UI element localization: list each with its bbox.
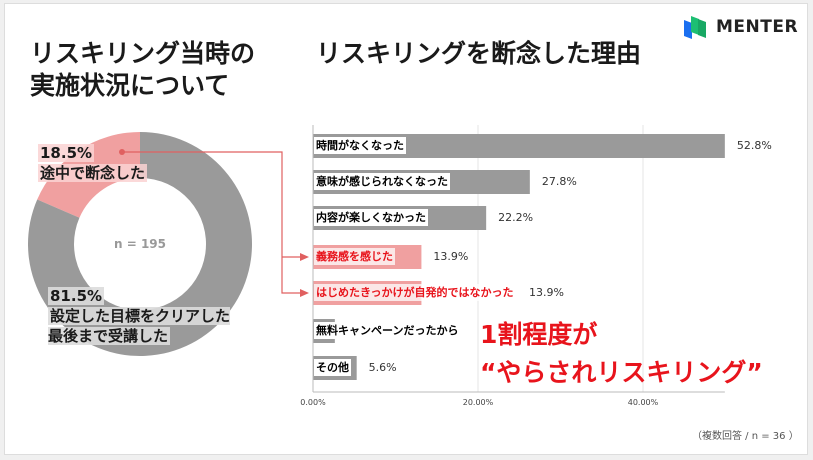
- bar-category-label: 時間がなくなった: [314, 137, 406, 154]
- bar-category-label: 無料キャンペーンだったから: [314, 322, 461, 339]
- connector-line: [122, 151, 300, 294]
- arrow-icon: [300, 253, 309, 261]
- bar-category-label: 義務感を感じた: [314, 248, 395, 265]
- donut-title: リスキリング当時の 実施状況について: [30, 39, 256, 100]
- slice-text: 設定した目標をクリアした 最後まで受講した: [48, 307, 231, 345]
- slice-text: 途中で断念した: [38, 164, 148, 182]
- callout-text: 1割程度が “やらされリスキリング”: [480, 320, 763, 387]
- menter-logo-icon: [684, 16, 706, 39]
- menter-logo: MENTER: [682, 14, 798, 40]
- bar-category-label: その他: [314, 359, 351, 376]
- slice-label-completed: 81.5% 設定した目標をクリアした 最後まで受講した: [48, 286, 231, 346]
- slice-value: 18.5%: [38, 144, 95, 162]
- bar-value-label: 52.8%: [736, 139, 772, 152]
- bar-category-label: 意味が感じられなくなった: [314, 173, 450, 190]
- logo-text: MENTER: [716, 17, 799, 37]
- footnote: （複数回答 / n = 36 ）: [692, 431, 799, 442]
- x-tick-label: 40.00%: [627, 398, 659, 407]
- bar-value-label: 22.2%: [498, 211, 534, 224]
- bar-value-label: 13.9%: [529, 286, 564, 299]
- bar-title: リスキリングを断念した理由: [316, 39, 642, 68]
- bar-value-label: 27.8%: [541, 175, 577, 188]
- bar-value-label: 5.6%: [368, 361, 397, 374]
- slice-value: 81.5%: [48, 287, 105, 305]
- donut-center-label: n = 195: [113, 237, 166, 251]
- x-tick-label: 0.00%: [300, 398, 326, 407]
- bar-category-label: はじめたきっかけが自発的ではなかった: [314, 284, 516, 301]
- bar-value-label: 13.9%: [433, 250, 469, 263]
- bar-category-label: 内容が楽しくなかった: [314, 209, 428, 226]
- x-tick-label: 20.00%: [462, 398, 494, 407]
- slice-label-abandoned: 18.5% 途中で断念した: [38, 143, 148, 183]
- arrow-icon: [300, 289, 309, 297]
